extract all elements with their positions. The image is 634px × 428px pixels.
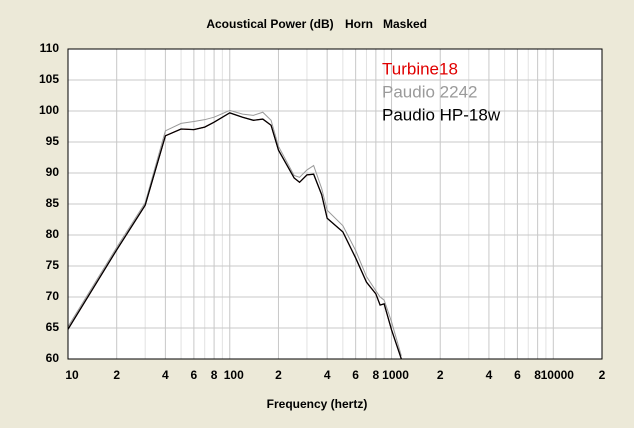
x-tick-label: 4: [162, 368, 169, 382]
y-tick-label: 110: [40, 41, 60, 55]
x-tick-label: 100: [224, 368, 244, 382]
line-series: [68, 112, 402, 359]
y-tick-label: 90: [46, 165, 60, 179]
y-tick-label: 85: [46, 196, 60, 210]
y-tick-label: 70: [46, 289, 60, 303]
x-tick-label: 2: [437, 368, 444, 382]
subtitle: Horn: [345, 17, 373, 31]
legend-label: Paudio 2242: [382, 82, 477, 101]
y-tick-label: 100: [39, 103, 59, 117]
x-tick-label: 2: [113, 368, 120, 382]
plot-border: [67, 48, 603, 360]
y-tick-label: 95: [46, 134, 60, 148]
legend-label: Turbine18: [382, 59, 458, 78]
x-tick-label: 10000: [541, 368, 575, 382]
x-tick-label: 8: [211, 368, 218, 382]
legend-label: Paudio HP-18w: [382, 105, 501, 124]
x-tick-label: 10: [65, 368, 79, 382]
x-tick-label: 8: [373, 368, 380, 382]
subtitle: Masked: [383, 17, 427, 31]
x-tick-label: 6: [191, 368, 198, 382]
y-tick-label: 80: [46, 227, 60, 241]
x-tick-label: 4: [324, 368, 331, 382]
y-tick-label: 60: [46, 351, 60, 365]
x-tick-label: 4: [486, 368, 493, 382]
x-tick-label: 8: [534, 368, 541, 382]
x-tick-label: 1000: [382, 368, 409, 382]
y-tick-label: 75: [46, 258, 60, 272]
line-series: [68, 109, 402, 357]
x-axis-label: Frequency (hertz): [267, 397, 368, 411]
chart-title: Acoustical Power (dB): [206, 17, 333, 31]
x-tick-label: 2: [599, 368, 606, 382]
x-tick-label: 2: [275, 368, 282, 382]
y-tick-label: 65: [46, 320, 60, 334]
x-tick-label: 6: [352, 368, 359, 382]
x-tick-label: 6: [514, 368, 521, 382]
y-tick-label: 105: [39, 72, 59, 86]
